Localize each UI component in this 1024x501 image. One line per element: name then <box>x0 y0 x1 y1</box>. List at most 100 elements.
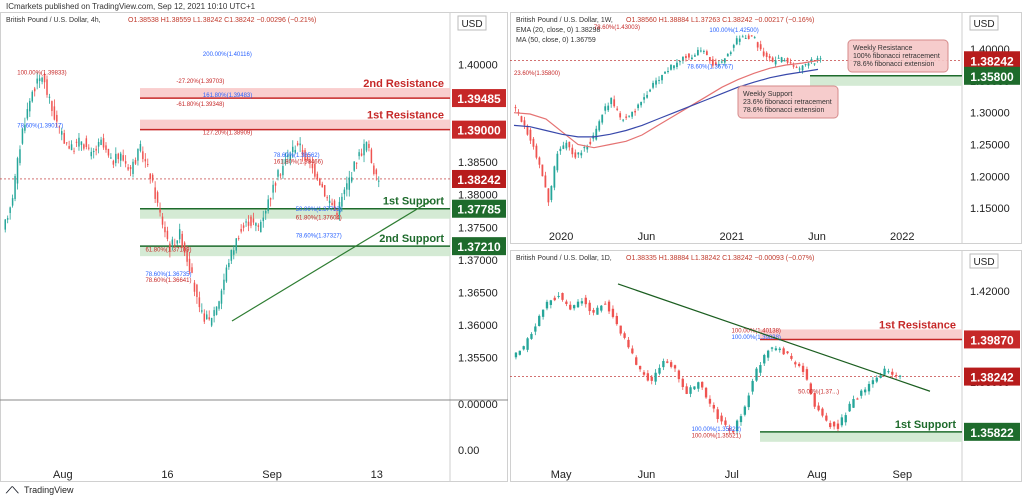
w1-candle-body <box>580 152 583 156</box>
d1-candle-body <box>600 305 603 311</box>
h4-candle-body <box>186 249 188 262</box>
h4-candle-body <box>348 177 351 190</box>
h4-support-trendline <box>231 200 431 322</box>
h4-candle-body <box>223 279 225 291</box>
d1-candle-body <box>836 423 840 429</box>
w1-candle-body <box>726 53 729 57</box>
d1-candle-body <box>782 348 785 355</box>
h4-fib-label-6: 127.20%(1.38909) <box>203 131 252 137</box>
w1-candle-body <box>535 145 538 158</box>
h4-candle-body <box>21 128 24 144</box>
w1-candle-body <box>562 145 565 149</box>
w1-candle-body <box>538 157 541 165</box>
w1-callout-box-0 <box>847 39 949 73</box>
w1-callout-line-1-0: 23.6% fibonacci retracement <box>743 99 832 106</box>
h4-candle-body <box>171 239 174 245</box>
h4-candle-body <box>218 301 220 309</box>
h4-chart-svg[interactable]: British Pound / U.S. Dollar, 4h, O1.38538… <box>0 12 508 482</box>
weekly-chart-svg[interactable]: British Pound / U.S. Dollar, 1W, O1.38560… <box>510 12 1022 244</box>
h4-fib-label-8: 161.80%(1.38466) <box>274 159 323 165</box>
w1-candle-body <box>804 64 807 66</box>
weekly-chart-panel[interactable]: British Pound / U.S. Dollar, 1W, O1.38560… <box>510 12 1022 244</box>
h4-fib-label-13: 78.60%(1.36735) <box>145 272 191 278</box>
d1-candle-body <box>553 297 556 301</box>
d1-candle-body <box>883 368 886 375</box>
h4-candle-body <box>282 166 284 176</box>
h4-price-label-3: 1.37785 <box>457 203 501 217</box>
h4-candle-body <box>373 165 375 174</box>
w1-fib-label-3: 78.60%(1.36767) <box>687 65 733 71</box>
w1-candle-body <box>685 56 687 59</box>
h4-price-box-2 <box>452 169 506 188</box>
h4-candle-body <box>274 183 277 186</box>
w1-candle-body <box>526 125 529 135</box>
h4-candle-body <box>360 153 363 156</box>
d1-candle-body <box>627 339 630 348</box>
h4-candle-body <box>215 306 218 315</box>
h4-candle-body <box>233 250 235 255</box>
w1-currency-box <box>969 15 999 31</box>
w1-ema-text: EMA (20, close, 0) 1.38298 <box>516 27 601 34</box>
h4-candle-body <box>48 96 51 98</box>
d1-candle-body <box>786 351 789 354</box>
h4-candle-body <box>105 145 107 150</box>
h4-x-tick: Aug <box>53 469 73 481</box>
d1-candle-body <box>650 376 653 381</box>
w1-y-tick: 1.30000 <box>970 108 1010 120</box>
h4-price-box-0 <box>452 89 506 108</box>
h4-candle-body <box>299 143 301 146</box>
d1-candle-body <box>766 350 770 358</box>
h4-candle-body <box>183 242 186 253</box>
w1-candle-body <box>732 45 735 48</box>
d1-candle-body <box>809 383 812 395</box>
daily-chart-panel[interactable]: British Pound / U.S. Dollar, 1D, O1.38335… <box>510 250 1022 482</box>
h4-candle-body <box>328 200 331 204</box>
h4-price-label-2: 1.38242 <box>457 173 501 187</box>
h4-candle-body <box>156 192 159 203</box>
d1-candle-body <box>774 348 778 351</box>
h4-candle-body <box>188 258 191 272</box>
w1-candle-body <box>759 44 762 50</box>
h4-candle-body <box>375 169 378 175</box>
d1-price-label-2: 1.35822 <box>970 426 1014 440</box>
h4-candle-body <box>61 131 63 135</box>
w1-price-box-1 <box>964 66 1020 85</box>
h4-candle-body <box>151 174 154 181</box>
d1-descending-trendline <box>617 283 931 392</box>
h4-fib-label-0: 100.00%(1.39833) <box>17 70 66 76</box>
w1-candle-body <box>649 89 651 92</box>
h4-candle-body <box>134 160 137 164</box>
h4-candle-body <box>149 173 151 179</box>
daily-chart-svg[interactable]: British Pound / U.S. Dollar, 1D, O1.38335… <box>510 250 1022 482</box>
d1-price-box-1 <box>964 367 1020 386</box>
d1-x-tick: May <box>551 469 572 481</box>
h4-x-tick: Sep <box>262 469 282 481</box>
d1-candle-body <box>569 304 572 310</box>
h4-candle-body <box>292 146 294 153</box>
d1-candle-body <box>611 308 615 317</box>
d1-candle-body <box>763 355 766 364</box>
d1-candle-body <box>522 346 525 350</box>
h4-price-label-1: 1.39000 <box>457 124 501 138</box>
h4-candle-body <box>252 218 255 223</box>
h4-chart-panel[interactable]: British Pound / U.S. Dollar, 4h, O1.38538… <box>0 12 508 482</box>
w1-candle-body <box>741 36 744 38</box>
h4-candle-body <box>326 197 328 199</box>
d1-candle-body <box>747 395 750 408</box>
h4-candle-body <box>198 297 201 308</box>
d1-candle-body <box>607 301 611 312</box>
h4-candle-body <box>250 216 252 226</box>
h4-candle-body <box>264 210 267 214</box>
d1-candle-body <box>701 381 704 388</box>
h4-candle-body <box>319 178 321 186</box>
h4-candle-body <box>353 161 355 171</box>
d1-candle-body <box>801 365 805 372</box>
h4-candle-body <box>80 141 83 145</box>
h4-candle-body <box>43 74 46 83</box>
w1-candle-body <box>756 42 759 48</box>
w1-candle-body <box>559 148 562 152</box>
h4-candle-body <box>314 163 316 177</box>
h4-candle-body <box>331 202 333 206</box>
h4-candle-body <box>24 124 26 131</box>
d1-candle-body <box>596 307 599 315</box>
